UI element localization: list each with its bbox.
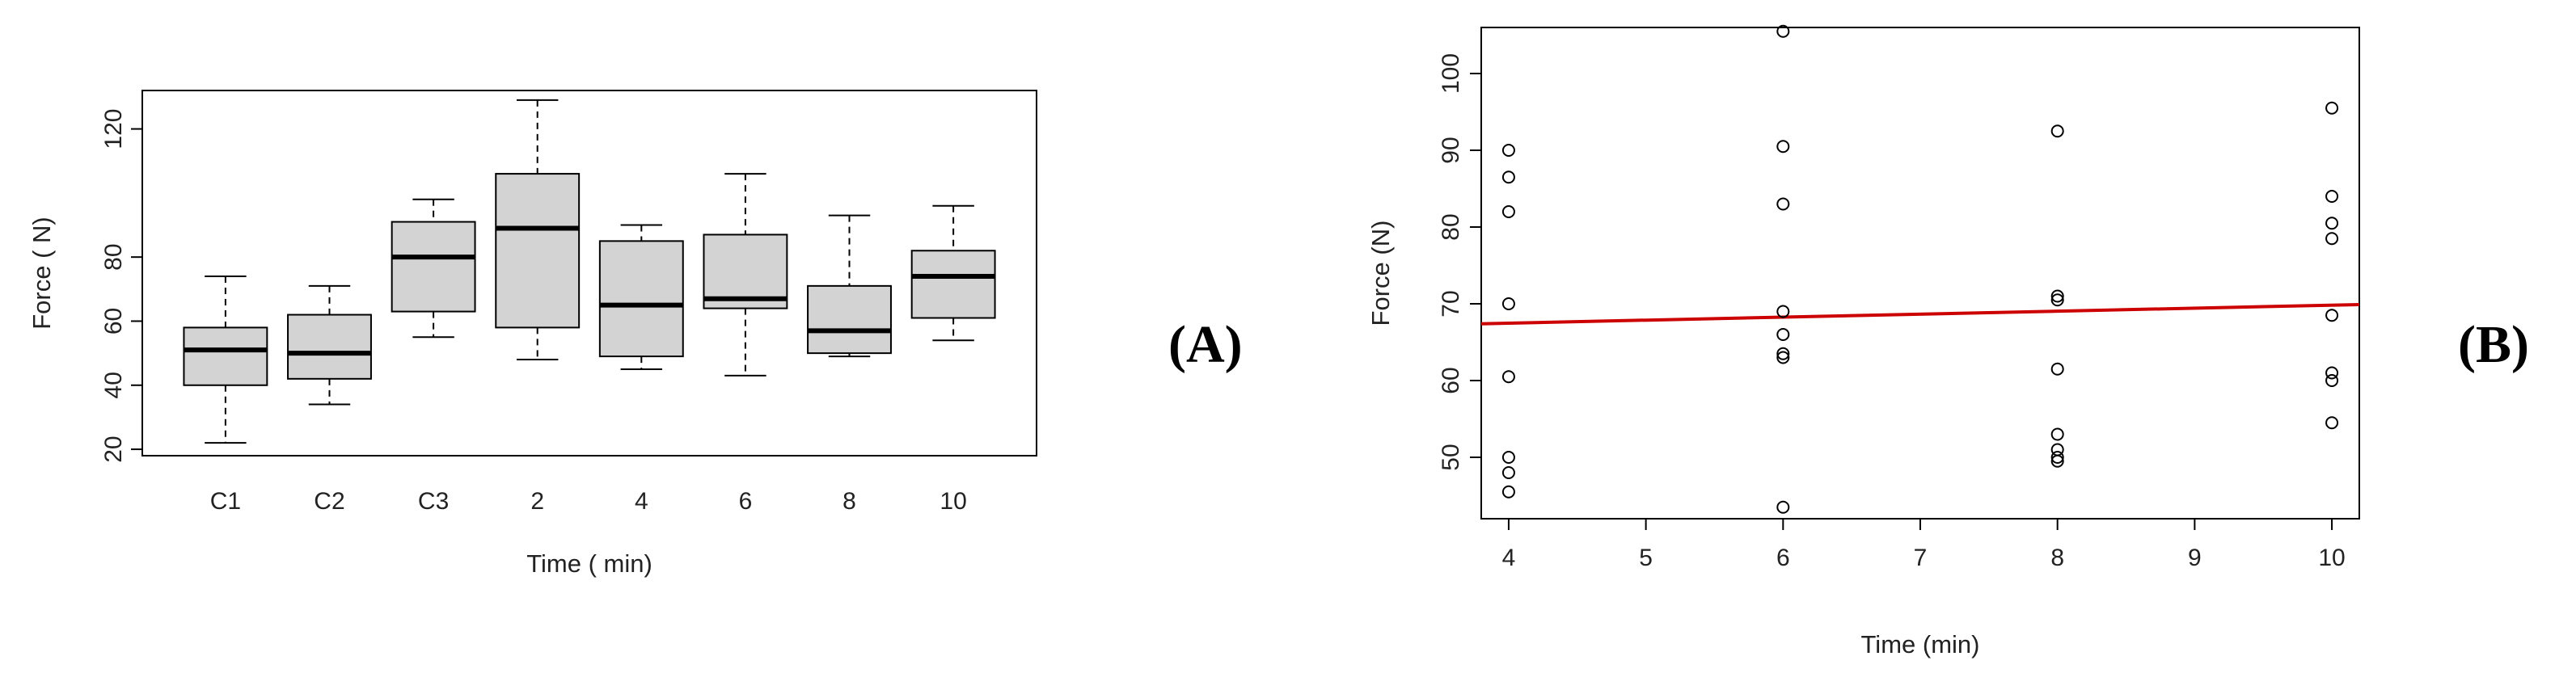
x-tick-label: 7 bbox=[1914, 545, 1928, 571]
data-point bbox=[1501, 170, 1515, 184]
data-point bbox=[2325, 232, 2339, 246]
x-tick-label: 4 bbox=[1502, 545, 1516, 571]
y-tick-label: 60 bbox=[100, 308, 127, 334]
data-point bbox=[1776, 351, 1790, 364]
y-axis-label: Force (N) bbox=[1366, 221, 1395, 326]
data-point bbox=[1776, 305, 1790, 318]
x-axis-label: Time (min) bbox=[1861, 630, 1980, 658]
data-point bbox=[1501, 205, 1515, 218]
y-tick-label: 20 bbox=[100, 435, 127, 462]
data-point bbox=[1776, 347, 1790, 360]
box-8 bbox=[807, 284, 892, 355]
data-point bbox=[2050, 124, 2064, 138]
data-point bbox=[1776, 140, 1790, 154]
plot-frame bbox=[1480, 27, 2360, 520]
data-point bbox=[1501, 297, 1515, 310]
panel-label-b: (B) bbox=[2458, 315, 2529, 374]
data-point bbox=[2050, 362, 2064, 376]
box-plot-panel-a: 20 40 60 80 120 C1 C2 C3 2 4 6 8 10 Time ( min) Force … bbox=[27, 90, 1037, 578]
data-point bbox=[2050, 454, 2064, 468]
y-tick-label: 90 bbox=[1438, 137, 1464, 163]
box-4 bbox=[598, 240, 684, 358]
box-C2 bbox=[287, 313, 372, 380]
box-10 bbox=[910, 250, 996, 319]
y-tick-label: 80 bbox=[1438, 213, 1464, 240]
data-point bbox=[2050, 451, 2064, 464]
x-tick-label: C3 bbox=[418, 488, 449, 515]
data-point bbox=[2050, 427, 2064, 441]
x-tick-label: 10 bbox=[940, 488, 966, 515]
data-point bbox=[2325, 190, 2339, 203]
x-tick-label: C2 bbox=[314, 488, 344, 515]
scatter-plot-panel-b: 4 5 6 7 8 9 10 50 60 70 80 90 100 Time (min) Force (N) bbox=[1366, 24, 2360, 658]
data-point bbox=[1501, 370, 1515, 384]
y-axis-label: Force ( N) bbox=[27, 217, 56, 330]
data-point bbox=[2050, 289, 2064, 303]
y-tick-label: 120 bbox=[100, 109, 127, 149]
x-tick-label: 6 bbox=[739, 488, 753, 515]
data-point bbox=[2325, 217, 2339, 230]
data-point bbox=[2325, 374, 2339, 387]
y-tick-label: 50 bbox=[1438, 444, 1464, 470]
y-tick-label: 60 bbox=[1438, 367, 1464, 393]
data-point bbox=[1501, 485, 1515, 499]
data-point bbox=[1501, 466, 1515, 479]
x-axis-label: Time ( min) bbox=[526, 549, 652, 578]
panel-label-a: (A) bbox=[1168, 315, 1243, 374]
data-point bbox=[2050, 293, 2064, 307]
y-tick-label: 80 bbox=[100, 243, 127, 270]
x-tick-label: 8 bbox=[2050, 545, 2064, 571]
x-tick-label: 4 bbox=[635, 488, 648, 515]
data-point bbox=[2325, 101, 2339, 115]
x-tick-label: 2 bbox=[530, 488, 544, 515]
data-point bbox=[1776, 500, 1790, 514]
data-point bbox=[1501, 451, 1515, 464]
x-tick-label: 10 bbox=[2318, 545, 2345, 571]
y-tick-label: 70 bbox=[1438, 290, 1464, 317]
x-tick-label: 9 bbox=[2188, 545, 2202, 571]
data-point bbox=[1776, 328, 1790, 341]
box-6 bbox=[703, 234, 788, 309]
data-point bbox=[1776, 24, 1790, 38]
y-tick-label: 100 bbox=[1438, 53, 1464, 94]
box-C3 bbox=[391, 221, 476, 313]
data-point bbox=[1776, 197, 1790, 211]
box-C1 bbox=[183, 326, 268, 386]
x-tick-label: C1 bbox=[210, 488, 241, 515]
y-tick-label: 40 bbox=[100, 372, 127, 398]
data-point bbox=[1501, 144, 1515, 157]
x-tick-label: 5 bbox=[1639, 545, 1653, 571]
data-point bbox=[2325, 366, 2339, 380]
box-2 bbox=[495, 173, 581, 329]
regression-line bbox=[1480, 302, 2360, 326]
plot-frame bbox=[141, 90, 1037, 456]
x-tick-label: 8 bbox=[842, 488, 856, 515]
x-tick-label: 6 bbox=[1776, 545, 1790, 571]
data-point bbox=[2325, 416, 2339, 430]
data-point bbox=[2325, 309, 2339, 322]
